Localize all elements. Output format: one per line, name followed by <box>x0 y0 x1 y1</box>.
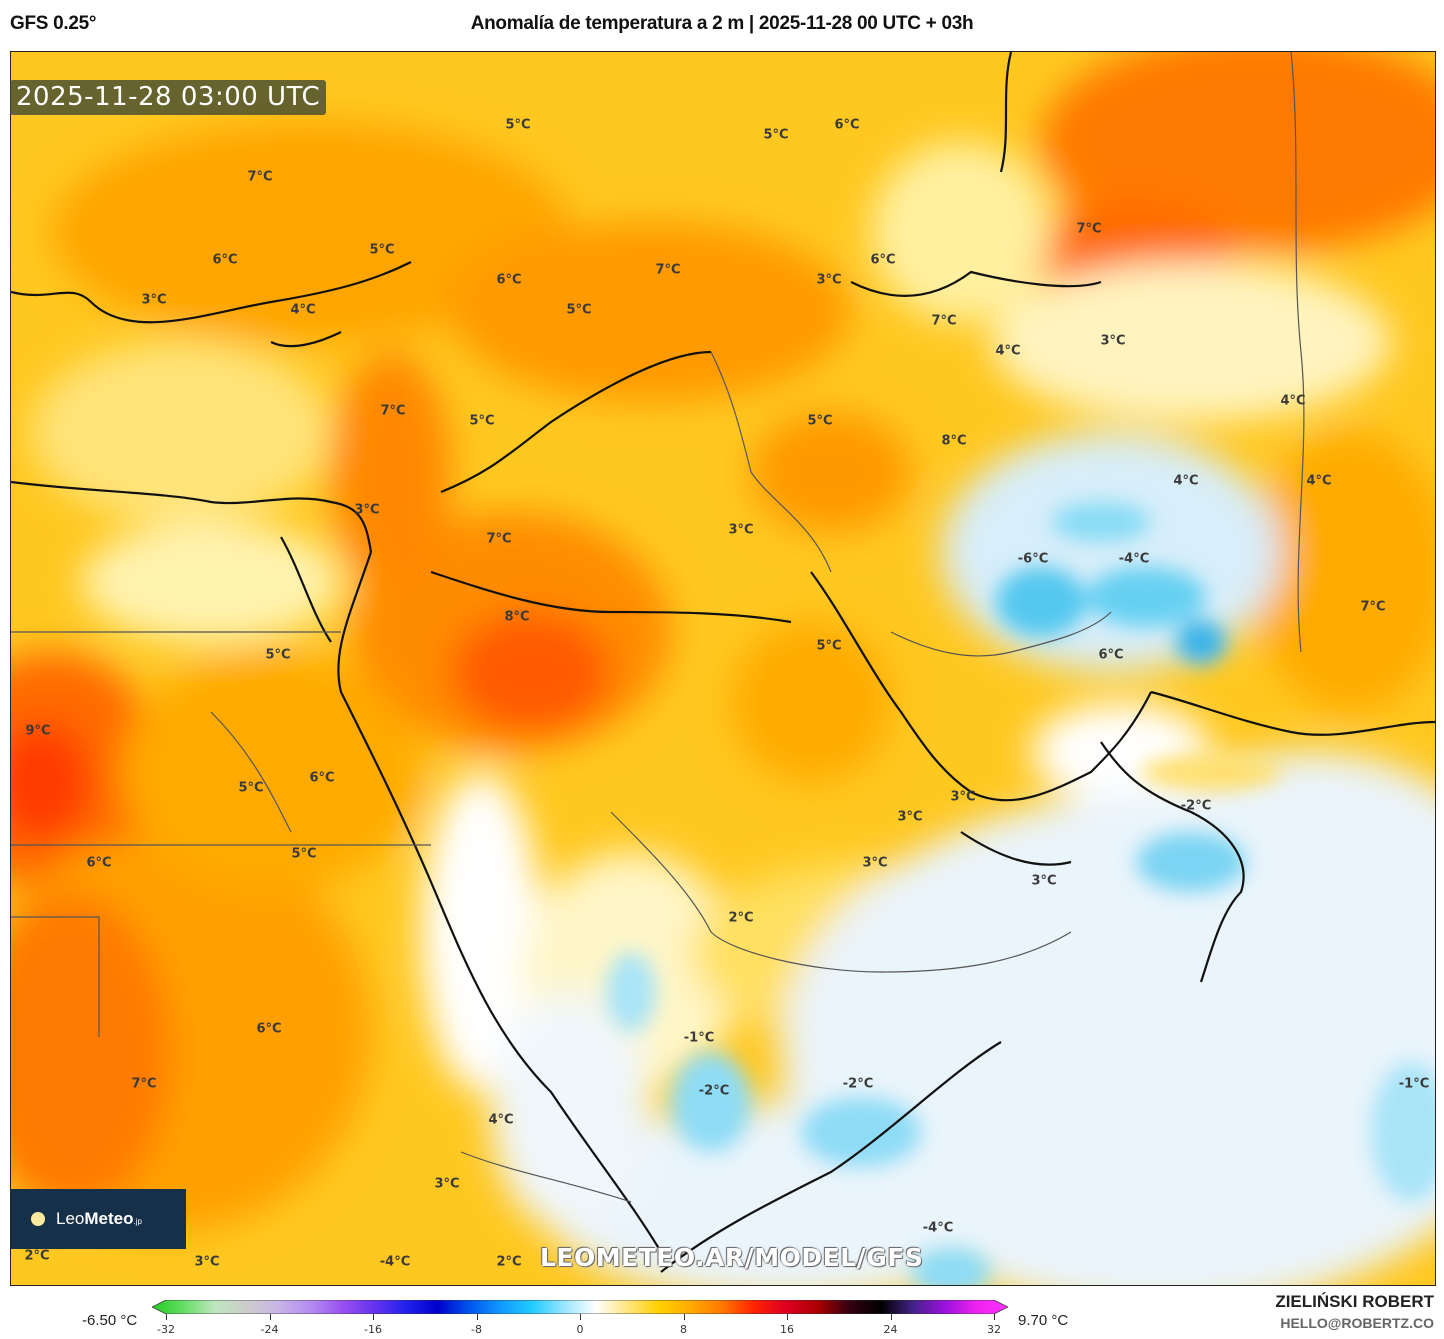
contour-label: 5°C <box>469 413 495 429</box>
contour-label: 6°C <box>309 770 335 786</box>
contour-label: -4°C <box>1118 551 1150 567</box>
contour-label: 7°C <box>1360 599 1386 615</box>
colorbar-tick <box>580 1314 581 1320</box>
anomaly-field <box>11 52 1435 1285</box>
source-watermark: LEOMETEO.AR/MODEL/GFS <box>540 1243 924 1272</box>
colorbar <box>152 1300 1008 1314</box>
colorbar-tick-label: -32 <box>157 1323 175 1336</box>
colorbar-tick-label: 24 <box>883 1323 898 1336</box>
logo-suffix: .jp <box>133 1217 142 1226</box>
contour-label: -2°C <box>842 1076 874 1092</box>
contour-label: 3°C <box>194 1254 220 1270</box>
contour-label: 3°C <box>141 292 167 308</box>
contour-label: -2°C <box>698 1083 730 1099</box>
contour-label: 8°C <box>504 609 530 625</box>
contour-label: 6°C <box>86 855 112 871</box>
contour-label: 3°C <box>862 855 888 871</box>
contour-label: 7°C <box>380 403 406 419</box>
contour-label: 8°C <box>941 433 967 449</box>
colorbar-max-label: 9.70 °C <box>1018 1312 1069 1329</box>
sun-icon <box>25 1206 51 1232</box>
colorbar-tick <box>166 1314 167 1320</box>
colorbar-tick <box>994 1314 995 1320</box>
contour-label: 7°C <box>131 1076 157 1092</box>
contour-label: 3°C <box>950 789 976 805</box>
contour-label: 6°C <box>834 117 860 133</box>
contour-label: 2°C <box>728 910 754 926</box>
logo-text-bold: Meteo <box>84 1209 134 1228</box>
colorbar-tick <box>890 1314 892 1320</box>
colorbar-tick <box>683 1314 685 1320</box>
contour-label: -6°C <box>1017 551 1049 567</box>
contour-label: 3°C <box>1100 333 1126 349</box>
contour-label: 6°C <box>1098 647 1124 663</box>
colorbar-tick-label: 0 <box>576 1323 584 1336</box>
colorbar-tick-label: -16 <box>364 1323 382 1336</box>
contour-label: 7°C <box>655 262 681 278</box>
contour-label: 5°C <box>807 413 833 429</box>
contour-label: -2°C <box>1180 798 1212 814</box>
contour-label: 4°C <box>1280 393 1306 409</box>
colorbar-tick-label: -8 <box>471 1323 482 1336</box>
valid-time-stamp: 2025-11-28 03:00 UTC <box>10 80 327 115</box>
contour-label: 5°C <box>369 242 395 258</box>
contour-label: 5°C <box>816 638 842 654</box>
contour-label: 7°C <box>1076 221 1102 237</box>
colorbar-tick-label: 32 <box>987 1323 1001 1336</box>
contour-label: -1°C <box>683 1030 715 1046</box>
colorbar-tick <box>787 1314 788 1320</box>
contour-label: 6°C <box>870 252 896 268</box>
contour-label: 5°C <box>566 302 592 318</box>
temperature-anomaly-map: 5°C 5°C 6°C 7°C 5°C 6°C 6°C 7°C 3°C 6°C 7°C 3°C 4°C 5… <box>10 51 1436 1286</box>
author-email[interactable]: HELLO@ROBERTZ.CO <box>1280 1315 1434 1331</box>
colorbar-tick-label: 8 <box>680 1323 687 1336</box>
colorbar-tick-label: -24 <box>260 1323 279 1336</box>
contour-label: 6°C <box>496 272 522 288</box>
colorbar-tick <box>476 1314 478 1320</box>
contour-label: -1°C <box>1398 1076 1430 1092</box>
contour-label: 7°C <box>931 313 957 329</box>
colorbar-min-label: -6.50 °C <box>82 1312 138 1329</box>
contour-label: 3°C <box>728 522 754 538</box>
contour-label: 6°C <box>256 1021 282 1037</box>
contour-label: 7°C <box>486 531 512 547</box>
contour-label: 5°C <box>265 647 291 663</box>
contour-label: 6°C <box>212 252 238 268</box>
chart-title: Anomalía de temperatura a 2 m | 2025-11-… <box>470 13 974 34</box>
contour-label: 4°C <box>488 1112 514 1128</box>
contour-label: 2°C <box>24 1248 50 1264</box>
contour-label: 4°C <box>995 343 1021 359</box>
contour-label: 5°C <box>763 127 789 143</box>
contour-label: 3°C <box>434 1176 460 1192</box>
contour-label: -4°C <box>922 1220 954 1236</box>
contour-label: 3°C <box>354 502 380 518</box>
author-name: ZIELIŃSKI ROBERT <box>1275 1292 1434 1311</box>
contour-label: 4°C <box>1173 473 1199 489</box>
contour-label: 3°C <box>1031 873 1057 889</box>
logo-text-light: Leo <box>56 1209 85 1228</box>
colorbar-tick-label: 16 <box>780 1323 794 1336</box>
contour-label: 5°C <box>291 846 317 862</box>
contour-label: 4°C <box>1306 473 1332 489</box>
contour-label: 5°C <box>505 117 531 133</box>
model-name: GFS 0.25° <box>10 13 97 34</box>
colorbar-tick <box>373 1314 374 1320</box>
contour-label: 2°C <box>496 1254 522 1270</box>
contour-label: 5°C <box>238 780 264 796</box>
contour-label: 3°C <box>816 272 842 288</box>
contour-label: -4°C <box>379 1254 411 1270</box>
leometeo-logo[interactable]: LeoMeteo.jp <box>11 1189 186 1249</box>
contour-label: 4°C <box>290 302 316 318</box>
colorbar-tick <box>269 1314 271 1320</box>
contour-label: 3°C <box>897 809 923 825</box>
contour-label: 7°C <box>247 169 273 185</box>
contour-label: 9°C <box>25 723 51 739</box>
